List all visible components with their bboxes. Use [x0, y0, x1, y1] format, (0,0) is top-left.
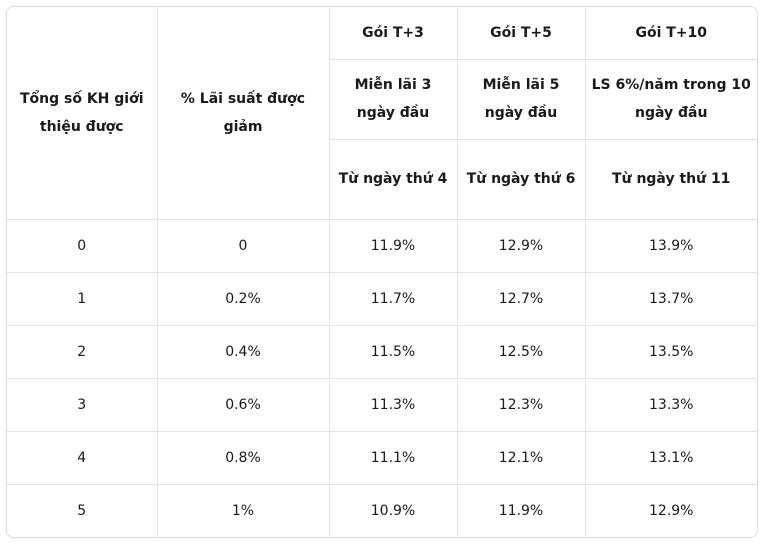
cell-rate-t10: 12.9% [584, 484, 757, 537]
header-from-day-t5: Từ ngày thứ 6 [456, 138, 586, 220]
header-free-period-t3: Miễn lãi 3 ngày đầu [329, 58, 458, 140]
cell-customers: 0 [7, 218, 158, 273]
cell-discount: 1% [156, 484, 330, 537]
cell-rate-t3: 10.9% [328, 484, 458, 537]
cell-rate-t5: 12.7% [456, 271, 586, 326]
cell-discount: 0.8% [156, 430, 330, 486]
header-package-t10: Gói T+10 [584, 7, 757, 60]
table-row: 1 0.2% 11.7% 12.7% 13.7% [7, 271, 757, 326]
cell-customers: 1 [7, 271, 158, 326]
cell-discount: 0 [156, 218, 330, 273]
cell-discount: 0.4% [156, 324, 330, 379]
cell-rate-t3: 11.1% [328, 430, 458, 486]
cell-rate-t5: 11.9% [456, 484, 586, 537]
header-rate-discount: % Lãi suất được giảm [156, 7, 330, 220]
cell-rate-t10: 13.5% [584, 324, 757, 379]
header-package-t5: Gói T+5 [456, 7, 586, 60]
table-row: 3 0.6% 11.3% 12.3% 13.3% [7, 377, 757, 432]
table-row: 5 1% 10.9% 11.9% 12.9% [7, 484, 757, 537]
header-customers-count: Tổng số KH giới thiệu được [7, 7, 158, 220]
header-from-day-t10: Từ ngày thứ 11 [584, 138, 757, 220]
cell-rate-t10: 13.9% [584, 218, 757, 273]
header-from-day-t3: Từ ngày thứ 4 [329, 138, 458, 220]
cell-customers: 3 [7, 377, 158, 432]
cell-rate-t10: 13.3% [584, 377, 757, 432]
cell-customers: 5 [7, 484, 158, 537]
cell-customers: 2 [7, 324, 158, 379]
header-free-period-t10: LS 6%/năm trong 10 ngày đầu [584, 58, 757, 140]
table-row: 4 0.8% 11.1% 12.1% 13.1% [7, 430, 757, 486]
table-row: 2 0.4% 11.5% 12.5% 13.5% [7, 324, 757, 379]
header-package-t3: Gói T+3 [328, 7, 458, 60]
cell-rate-t10: 13.1% [584, 430, 757, 486]
interest-rate-table: Tổng số KH giới thiệu được % Lãi suất đư… [7, 7, 757, 537]
table-row: 0 0 11.9% 12.9% 13.9% [7, 218, 757, 273]
cell-discount: 0.6% [156, 377, 330, 432]
cell-rate-t3: 11.5% [328, 324, 458, 379]
cell-discount: 0.2% [156, 271, 330, 326]
cell-rate-t10: 13.7% [584, 271, 757, 326]
cell-rate-t5: 12.9% [456, 218, 586, 273]
interest-rate-table-container: Tổng số KH giới thiệu được % Lãi suất đư… [6, 6, 758, 538]
cell-rate-t3: 11.3% [328, 377, 458, 432]
cell-customers: 4 [7, 430, 158, 486]
header-free-period-t5: Miễn lãi 5 ngày đầu [456, 58, 586, 140]
cell-rate-t5: 12.5% [456, 324, 586, 379]
cell-rate-t5: 12.3% [456, 377, 586, 432]
cell-rate-t3: 11.7% [328, 271, 458, 326]
cell-rate-t5: 12.1% [456, 430, 586, 486]
cell-rate-t3: 11.9% [328, 218, 458, 273]
